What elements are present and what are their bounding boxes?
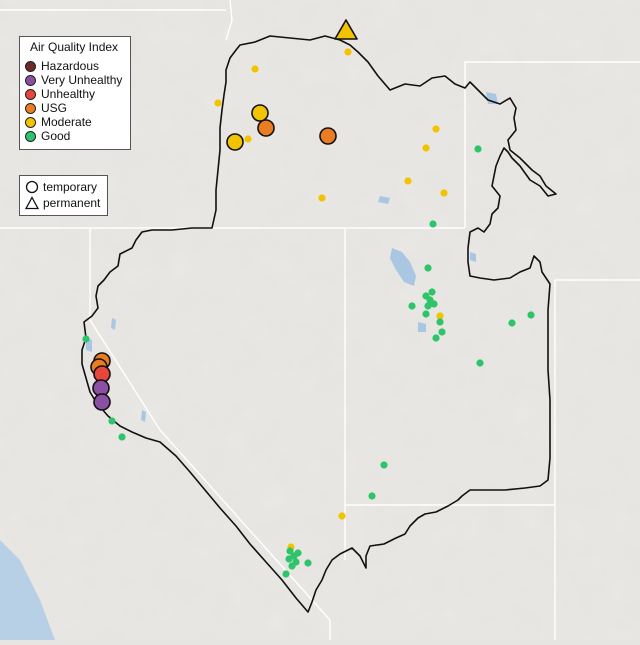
monitor-marker-good[interactable]: [436, 318, 444, 326]
monitor-marker-good[interactable]: [429, 220, 437, 228]
monitor-marker-moderate[interactable]: [226, 133, 244, 151]
monitor-marker-moderate[interactable]: [251, 104, 269, 122]
utah-lake: [418, 322, 426, 332]
circle-icon: [25, 180, 39, 194]
legend-item-moderate: Moderate: [25, 115, 92, 129]
monitor-marker-good[interactable]: [118, 433, 126, 441]
monitor-marker-good[interactable]: [288, 562, 296, 570]
monitor-marker-good[interactable]: [108, 417, 116, 425]
monitor-marker-good[interactable]: [304, 559, 312, 567]
monitor-marker-good[interactable]: [430, 300, 438, 308]
monitor-marker-moderate[interactable]: [251, 65, 259, 73]
permanent-monitor-marker-moderate[interactable]: [334, 19, 358, 40]
monitor-marker-moderate[interactable]: [338, 512, 346, 520]
american-falls-reservoir: [378, 196, 390, 204]
monitor-marker-good[interactable]: [286, 547, 294, 555]
legend-label: Hazardous: [41, 59, 100, 73]
monitor-marker-usg[interactable]: [319, 127, 337, 145]
legend-item-very-unhealthy: Very Unhealthy: [25, 73, 122, 87]
legend-item-unhealthy: Unhealthy: [25, 87, 95, 101]
monitor-marker-moderate[interactable]: [344, 48, 352, 56]
monitor-marker-moderate[interactable]: [440, 189, 448, 197]
legend-label: Moderate: [41, 115, 92, 129]
legend-item-temporary: temporary: [25, 180, 97, 194]
monitor-marker-good[interactable]: [438, 328, 446, 336]
monitor-marker-moderate[interactable]: [432, 125, 440, 133]
very-unhealthy-swatch: [25, 74, 36, 86]
monitor-marker-moderate[interactable]: [244, 135, 252, 143]
legend-label: Unhealthy: [41, 87, 96, 101]
region-boundary: [81, 35, 557, 613]
great-salt-lake: [390, 248, 416, 286]
legend-item-good: Good: [25, 129, 70, 143]
monitor-marker-good[interactable]: [424, 264, 432, 272]
pacific-ocean: [0, 540, 55, 640]
monitor-marker-good[interactable]: [422, 310, 430, 318]
monitor-marker-good[interactable]: [424, 302, 432, 310]
bear-lake: [470, 252, 476, 262]
legend-title: Air Quality Index: [30, 40, 119, 54]
walker-lake: [141, 410, 146, 422]
aqi-legend: Air Quality Index Hazardous Very Unhealt…: [19, 36, 131, 150]
monitor-marker-usg[interactable]: [257, 119, 275, 137]
monitor-type-legend: temporary permanent: [19, 175, 108, 216]
pyramid-lake: [111, 318, 116, 330]
legend-label: Very Unhealthy: [41, 73, 123, 87]
unhealthy-swatch: [25, 88, 36, 100]
monitor-marker-good[interactable]: [380, 461, 388, 469]
monitor-marker-good[interactable]: [294, 549, 302, 557]
monitor-marker-good[interactable]: [282, 570, 290, 578]
monitor-marker-good[interactable]: [432, 334, 440, 342]
monitor-marker-good[interactable]: [508, 319, 516, 327]
monitor-marker-good[interactable]: [82, 335, 90, 343]
legend-label: USG: [41, 101, 68, 115]
legend-item-hazardous: Hazardous: [25, 59, 99, 73]
monitor-marker-moderate[interactable]: [404, 177, 412, 185]
legend-label: permanent: [43, 196, 101, 210]
triangle-icon: [25, 196, 39, 210]
monitor-marker-moderate[interactable]: [436, 312, 444, 320]
monitor-marker-moderate[interactable]: [214, 99, 222, 107]
monitor-marker-good[interactable]: [368, 492, 376, 500]
monitor-marker-good[interactable]: [428, 288, 436, 296]
monitor-marker-good[interactable]: [476, 359, 484, 367]
monitor-markers: [82, 19, 535, 578]
legend-item-usg: USG: [25, 101, 67, 115]
usg-swatch: [25, 102, 36, 114]
legend-item-permanent: permanent: [25, 196, 100, 210]
legend-label: Good: [41, 129, 71, 143]
good-swatch: [25, 130, 36, 142]
monitor-marker-good[interactable]: [474, 145, 482, 153]
monitor-marker-moderate[interactable]: [318, 194, 326, 202]
monitor-marker-good[interactable]: [408, 302, 416, 310]
lakes-layer: [86, 92, 498, 422]
monitor-marker-good[interactable]: [285, 555, 293, 563]
monitor-marker-moderate[interactable]: [422, 144, 430, 152]
monitor-marker-very-unhealthy[interactable]: [93, 393, 111, 411]
hazardous-swatch: [25, 60, 36, 72]
monitor-marker-good[interactable]: [527, 311, 535, 319]
moderate-swatch: [25, 116, 36, 128]
legend-label: temporary: [43, 180, 98, 194]
